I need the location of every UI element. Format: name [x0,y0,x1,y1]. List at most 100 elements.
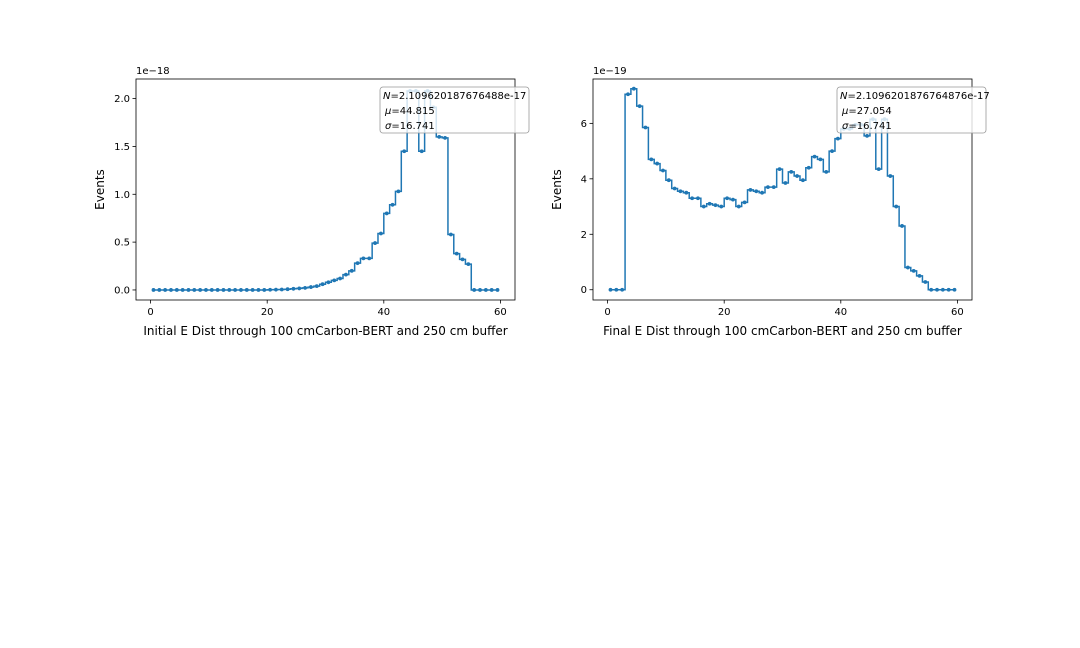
data-point [332,278,337,283]
data-point [649,157,654,162]
data-point [626,92,630,97]
data-point [812,154,817,159]
data-point [186,288,191,292]
y-tick-label: 2.0 [114,94,130,105]
data-point [309,285,313,289]
data-point [443,135,447,140]
data-point [643,125,648,130]
data-point [754,189,759,194]
data-point [766,185,770,190]
data-point [419,149,424,154]
y-tick-label: 1.0 [114,190,130,201]
data-point [209,288,214,292]
x-tick-label: 60 [494,307,507,318]
data-point [777,167,782,172]
data-point [661,168,665,173]
legend-box [379,86,530,134]
data-point [771,185,776,190]
data-point [174,288,179,292]
x-tick-label: 0 [147,307,153,318]
data-point [361,256,366,261]
data-point [478,288,482,292]
axes-frame [135,78,516,301]
data-point [748,188,753,192]
data-point [384,211,389,216]
data-point [760,190,764,195]
data-point [789,169,794,174]
data-point [291,286,296,291]
legend-box [836,86,987,134]
data-point [707,201,712,206]
legend: N=2.109620187676488e-17 μ=44.815 σ=16.741 [379,86,530,134]
data-point [180,288,185,292]
data-point [830,149,834,154]
data-point [262,288,267,292]
data-point [239,288,243,292]
data-point [279,287,284,292]
data-point [227,288,232,292]
data-point [690,196,695,201]
data-point [355,261,360,266]
data-point [460,257,465,262]
data-point [940,287,945,292]
data-point [198,288,203,292]
data-point [344,272,348,277]
data-point [637,104,642,109]
data-point [163,288,168,292]
data-point [448,232,453,237]
x-tick-label: 40 [377,307,390,318]
legend-entry: σ=16.741 [385,121,435,132]
y-offset-label: 1e−19 [593,66,627,77]
data-point [268,287,273,292]
data-point [157,288,162,292]
data-point [666,178,671,183]
data-point [736,204,741,209]
data-point [620,287,625,292]
data-point [326,280,331,285]
data-point [824,169,829,174]
y-tick-label: 6 [581,119,587,130]
data-point [672,186,677,191]
data-point [865,133,869,138]
data-point [655,161,660,166]
data-point [483,288,488,292]
data-point [684,190,689,195]
data-point [396,189,401,194]
y-axis-label: Events [93,169,107,210]
data-point [151,288,156,292]
data-point [244,288,249,292]
y-tick-label: 0.5 [114,238,130,249]
data-point [256,288,261,292]
data-point [215,288,220,292]
legend-entry: μ=44.815 [384,106,435,117]
data-point [725,196,730,201]
legend-entry: σ=16.741 [842,121,892,132]
y-tick-label: 0.0 [114,285,130,296]
data-point [367,256,372,261]
x-tick-label: 60 [951,307,964,318]
data-point [303,285,307,290]
legend: N=2.1096201876764876e-17 μ=27.054 σ=16.741 [836,86,990,134]
data-point [783,181,788,185]
data-point [742,200,747,205]
y-axis-label: Events [550,169,564,210]
legend-entry: μ=27.054 [841,106,892,117]
y-offset-label: 1e−18 [136,66,170,77]
legend-entry: N=2.1096201876764876e-17 [840,91,990,102]
data-point [923,280,928,284]
data-point [894,204,899,209]
y-tick-label: 0 [581,285,587,296]
data-point [314,284,319,289]
data-point [801,178,805,183]
data-point [250,288,255,292]
data-point [274,287,278,292]
data-point [952,287,957,292]
data-point [472,288,477,292]
data-point [731,197,735,202]
data-point [888,174,893,178]
x-tick-label: 20 [718,307,731,318]
data-point [204,288,208,292]
x-tick-label: 40 [834,307,847,318]
data-point [835,136,840,141]
